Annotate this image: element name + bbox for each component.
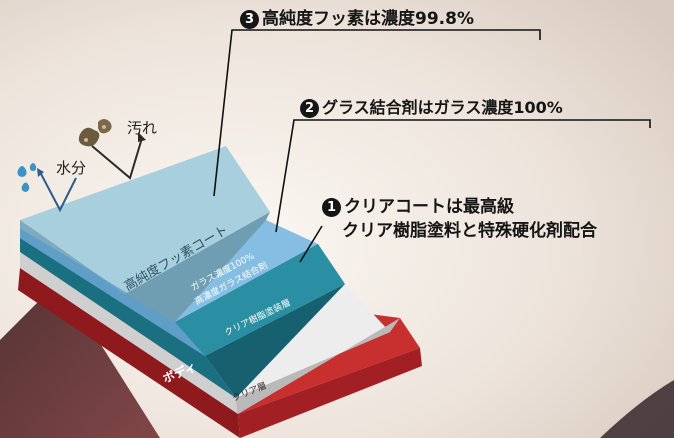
water-label: 水分 [56,159,87,177]
body-layer-side [238,348,422,438]
clear-layer-front [20,252,238,414]
fluorine-layer-top [20,146,270,294]
callout-line-2 [275,119,651,233]
callout-number-1: 1 [322,198,341,217]
callout-clear-coat: 1 クリアコートは最高級 クリア樹脂塗料と特殊硬化剤配合 [322,195,597,243]
fluorine-layer-side [125,212,270,322]
callout-number-3: 3 [240,10,259,29]
callout-line-3 [213,29,541,197]
dirt-label: 汚れ [127,119,158,137]
water-bounce-arrow [39,171,77,213]
callout-fluorine-text: 高純度フッ素は濃度99.8% [262,9,474,29]
dirt-bounce-arrow [91,137,143,180]
body-layer-front [18,268,240,438]
callout-clear-line2: クリア樹脂塗料と特殊硬化剤配合 [342,221,597,241]
callout-glass-text: グラス結合剤はガラス濃度100% [322,98,563,117]
callout-number-2: 2 [300,99,319,118]
callout-clear-line1: クリアコートは最高級 [344,197,514,217]
callout-fluorine: 3 高純度フッ素は濃度99.8% [240,10,474,29]
callout-line-1 [299,225,323,263]
clear-resin-layer-side [205,284,345,398]
water-drops-icon [17,163,37,192]
clear-resin-layer-front [20,238,236,398]
callout-glass-binder: 2 グラス結合剤はガラス濃度100% [300,99,563,118]
clear-layer-side [236,318,400,414]
dirt-icon [78,119,112,147]
glass-binder-layer-front [20,228,205,356]
car-body-silhouette [0,280,160,438]
